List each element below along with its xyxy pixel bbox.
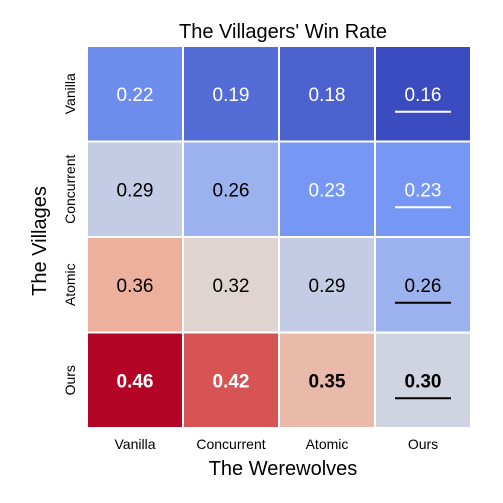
cell-value-label: 0.32 [213, 276, 250, 297]
cell-value-label: 0.46 [117, 371, 154, 392]
cell-value-label: 0.35 [309, 371, 346, 392]
heatmap-cell [278, 331, 376, 429]
heatmap-cell [374, 236, 472, 334]
heatmap-cell [86, 331, 184, 429]
cell-value-label: 0.23 [405, 180, 442, 201]
heatmap-cell [182, 331, 280, 429]
heatmap-cell [86, 45, 184, 143]
cell-value-label: 0.29 [117, 180, 154, 201]
heatmap-cells: 0.22 0.19 0.18 0.16 0.29 0.26 0.23 0.23 0.36 0.32… [86, 45, 472, 429]
x-tick-labels: Vanilla Concurrent Atomic Ours [115, 436, 439, 452]
cell-value-label: 0.30 [405, 371, 442, 392]
cell-value-label: 0.18 [309, 85, 346, 106]
heatmap-cell [278, 45, 376, 143]
cell-value-label: 0.23 [309, 180, 346, 201]
x-tick-label: Concurrent [196, 436, 265, 452]
cell-value-label: 0.19 [213, 85, 250, 106]
y-tick-label: Ours [62, 365, 78, 395]
heatmap-cell [182, 140, 280, 238]
x-axis-title: The Werewolves [209, 458, 358, 480]
heatmap-cell [278, 236, 376, 334]
cell-value-label: 0.26 [213, 180, 250, 201]
chart-title: The Villagers' Win Rate [179, 21, 387, 43]
cell-value-label: 0.16 [405, 85, 442, 106]
x-tick-label: Atomic [306, 436, 349, 452]
x-tick-label: Ours [408, 436, 438, 452]
cell-value-label: 0.22 [117, 85, 154, 106]
y-tick-label: Atomic [62, 263, 78, 306]
cell-value-label: 0.42 [213, 371, 250, 392]
cell-value-label: 0.36 [117, 276, 154, 297]
y-tick-labels: Vanilla Concurrent Atomic Ours [62, 73, 78, 395]
heatmap-cell [182, 45, 280, 143]
heatmap-cell [374, 331, 472, 429]
x-tick-label: Vanilla [115, 436, 156, 452]
cell-value-label: 0.29 [309, 276, 346, 297]
heatmap-cell [374, 140, 472, 238]
cell-value-label: 0.26 [405, 276, 442, 297]
y-axis-title: The Villages [29, 186, 51, 296]
heatmap-cell [374, 45, 472, 143]
y-tick-label: Vanilla [62, 73, 78, 114]
y-tick-label: Concurrent [62, 155, 78, 224]
